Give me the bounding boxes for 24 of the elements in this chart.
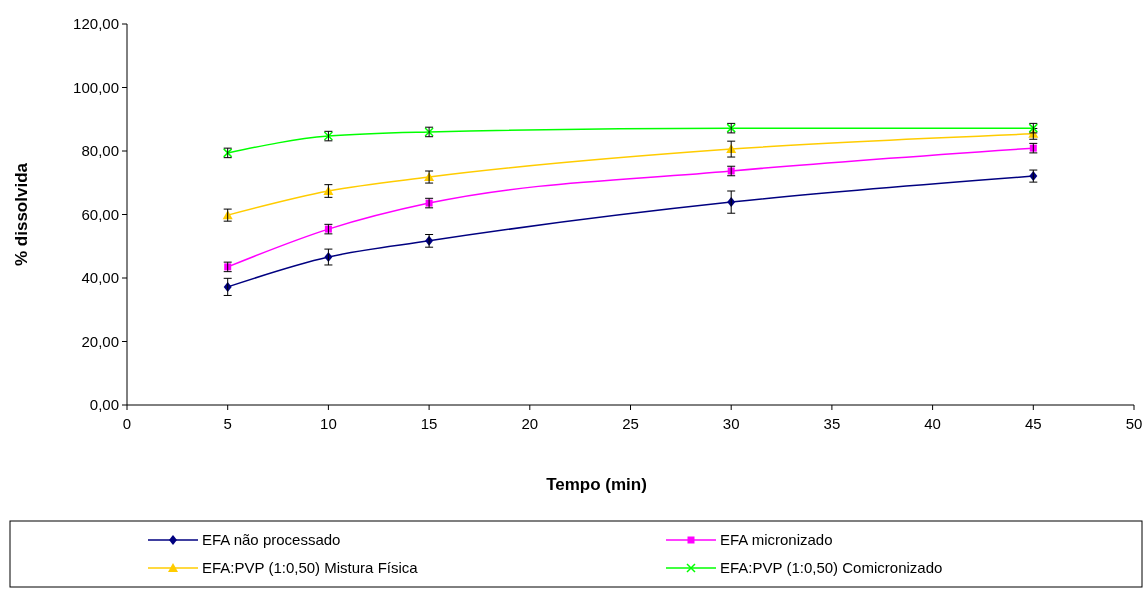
y-tick-label: 0,00 xyxy=(89,396,119,414)
y-axis-title: % dissolvida xyxy=(12,162,31,266)
legend-label: EFA:PVP (1:0,50) Mistura Física xyxy=(202,559,419,577)
y-tick-label: 40,00 xyxy=(81,269,119,287)
x-tick-label: 10 xyxy=(320,415,337,432)
x-tick-label: 50 xyxy=(1125,415,1143,432)
x-tick-label: 40 xyxy=(924,415,941,432)
y-tick-label: 20,00 xyxy=(81,332,119,350)
x-tick-label: 5 xyxy=(223,415,232,432)
x-tick-label: 25 xyxy=(622,415,639,432)
x-tick-label: 0 xyxy=(122,415,132,432)
y-tick-label: 60,00 xyxy=(81,205,119,223)
x-tick-label: 35 xyxy=(823,415,841,432)
legend-label: EFA micronizado xyxy=(720,531,833,549)
x-tick-label: 45 xyxy=(1024,415,1042,432)
x-tick-label: 15 xyxy=(420,415,438,432)
legend-label: EFA não processado xyxy=(202,531,341,549)
y-tick-label: 120,00 xyxy=(73,15,119,33)
x-tick-label: 30 xyxy=(722,415,740,432)
x-axis-title: Tempo (min) xyxy=(546,475,647,494)
y-tick-label: 80,00 xyxy=(81,142,119,160)
legend-label: EFA:PVP (1:0,50) Comicronizado xyxy=(720,559,943,577)
x-tick-label: 20 xyxy=(521,415,539,432)
y-tick-label: 100,00 xyxy=(73,78,119,96)
